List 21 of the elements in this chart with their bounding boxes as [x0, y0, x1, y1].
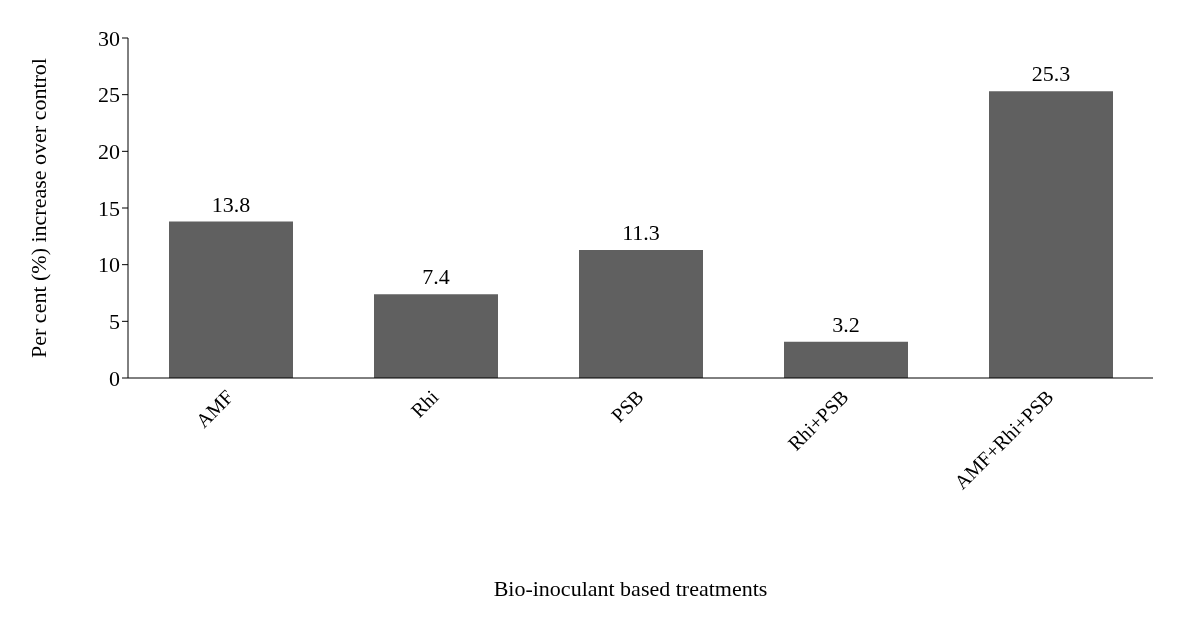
y-tick-label: 20 [98, 139, 120, 165]
y-tick-label: 5 [109, 309, 120, 335]
x-tick-label: PSB [606, 385, 648, 427]
x-tick-label: Rhi [406, 385, 443, 422]
data-label: 11.3 [622, 219, 660, 245]
x-axis-title: Bio-inoculant based treatments [492, 576, 769, 602]
data-label: 3.2 [832, 311, 860, 337]
y-tick-label: 10 [98, 252, 120, 278]
bar [579, 249, 703, 378]
data-label: 25.3 [1031, 61, 1071, 87]
bar [784, 341, 908, 378]
data-label: 7.4 [422, 264, 450, 290]
bar [374, 294, 498, 378]
y-axis-title: Per cent (%) increase over control [25, 58, 51, 358]
bar [169, 221, 293, 378]
bar [989, 91, 1113, 378]
data-label: 13.8 [211, 191, 251, 217]
y-tick-label: 30 [98, 25, 120, 51]
y-tick-label: 25 [98, 82, 120, 108]
y-tick-label: 15 [98, 195, 120, 221]
y-tick-label: 0 [109, 365, 120, 391]
